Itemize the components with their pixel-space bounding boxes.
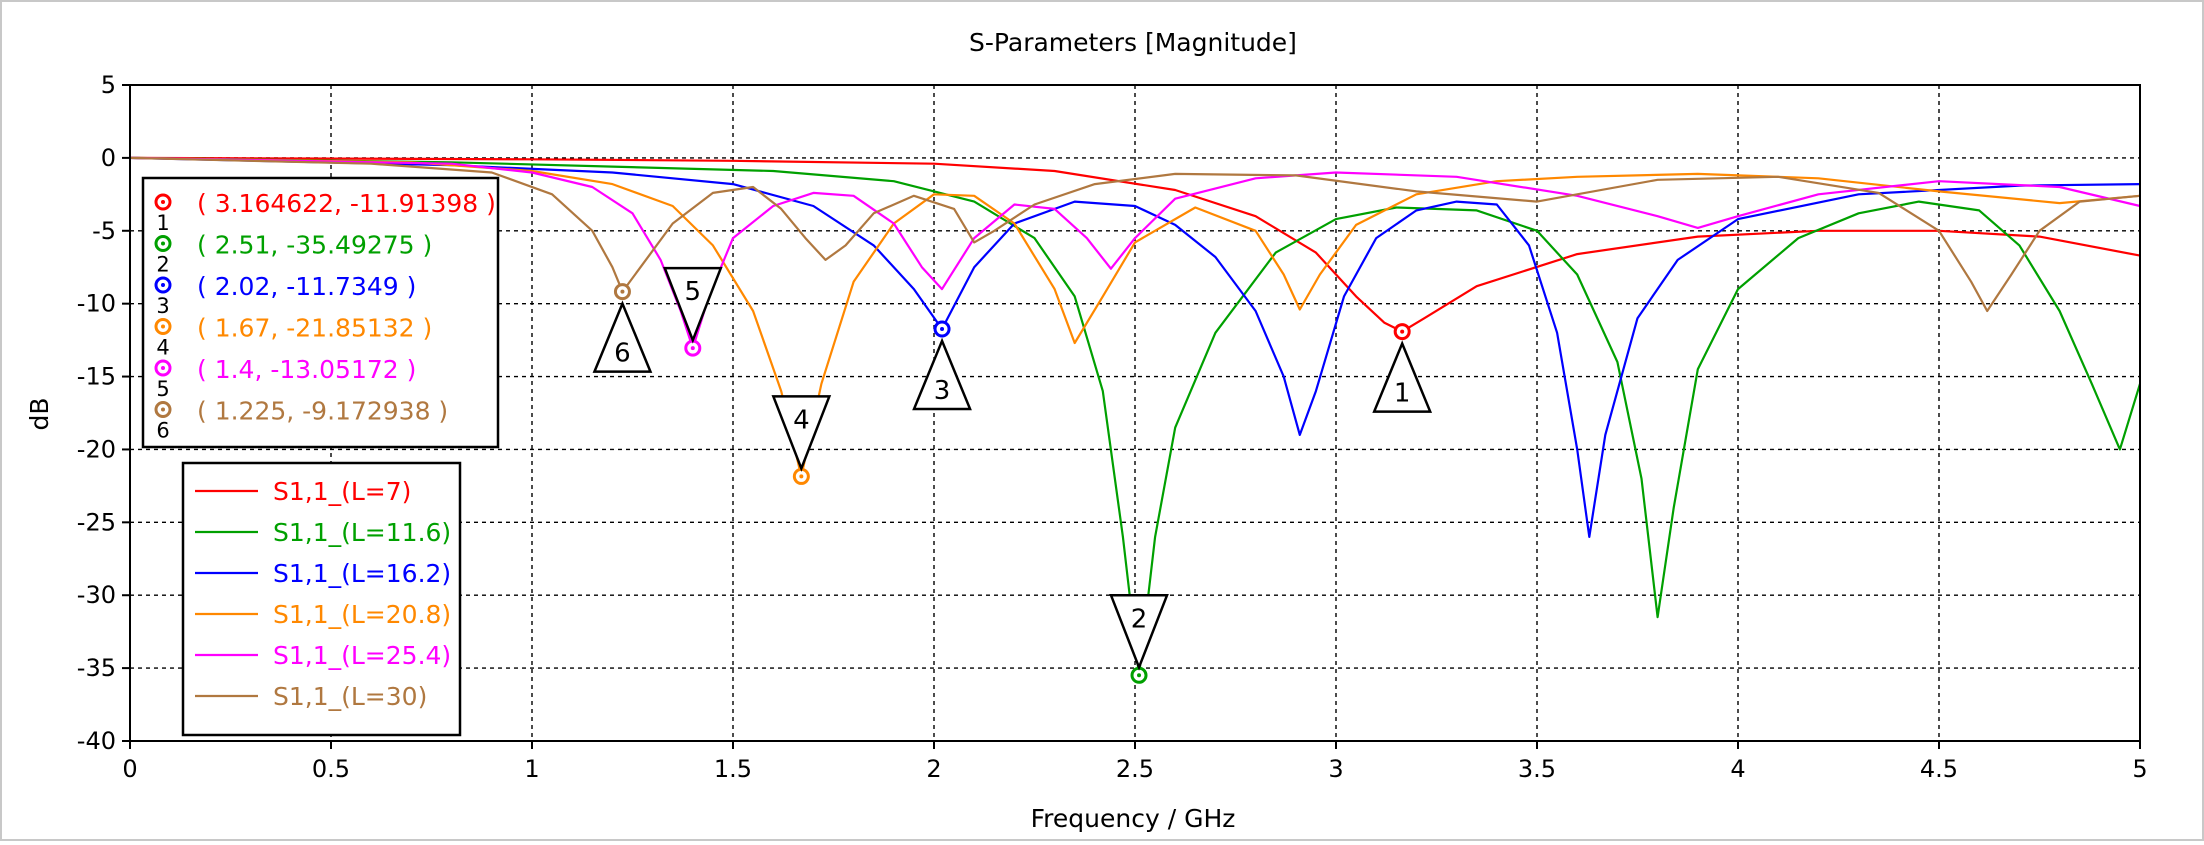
marker-point-dot-5 [690,346,695,351]
y-tick-label: -20 [77,435,116,463]
marker-point-dot-2 [1137,673,1142,678]
axes [122,84,2141,749]
y-tick-label: -25 [77,508,116,536]
marker-box-readout: ( 2.02, -11.7349 ) [197,272,416,301]
marker-box-symbol-dot [161,200,165,204]
x-tick-label: 5 [2132,755,2147,783]
legend-label: S1,1_(L=20.8) [273,600,451,629]
x-tick-label: 3.5 [1518,755,1556,783]
x-tick-label: 4 [1730,755,1745,783]
marker-box-symbol-dot [161,366,165,370]
series-line-4 [129,156,2141,478]
x-tick-label: 1 [524,755,539,783]
series-line-2 [129,156,2142,677]
marker-box-id: 6 [156,419,169,443]
y-tick-label: -35 [77,654,116,682]
marker-box-id: 3 [156,294,169,318]
grid [130,85,2140,741]
x-tick-label: 4.5 [1920,755,1958,783]
series-line-3 [129,156,2141,539]
marker-box-symbol-dot [161,407,165,412]
marker-flag-1 [1372,340,1433,413]
marker-point-dot-1 [1400,329,1405,334]
x-tick-label: 2.5 [1116,755,1154,783]
x-tick-label: 1.5 [714,755,752,783]
x-tick-label: 2 [926,755,941,783]
marker-box-frame [141,176,500,449]
marker-flag-5 [662,266,723,344]
marker-box-readout: ( 1.225, -9.172938 ) [197,397,448,426]
marker-flag-2 [1109,594,1169,671]
marker-box-id: 1 [156,211,169,235]
marker-box-id: 5 [156,377,169,401]
marker-box-readout: ( 3.164622, -11.91398 ) [197,189,496,218]
y-tick-label: -40 [77,727,116,755]
marker-flag-label: 3 [934,376,951,406]
y-axis-label: dB [25,397,54,430]
marker-point-dot-4 [799,474,804,479]
y-tick-label: -15 [77,363,116,391]
y-tick-label: -5 [92,217,116,245]
marker-flag-label: 2 [1131,604,1148,634]
marker-flag-3 [912,337,972,411]
marker-flag-4 [771,395,832,472]
marker-flag-label: 4 [793,405,810,435]
marker-box-readout: ( 2.51, -35.49275 ) [197,231,432,260]
marker-box-symbol-dot [161,324,165,329]
marker-box-symbol-dot [161,241,165,246]
x-tick-label: 0 [122,755,137,783]
y-tick-label: -10 [77,290,116,318]
marker-flag-label: 1 [1394,379,1411,409]
legend-label: S1,1_(L=30) [273,682,427,711]
legend-label: S1,1_(L=25.4) [273,641,451,670]
x-tick-label: 0.5 [312,755,350,783]
marker-flag-label: 6 [614,339,631,369]
marker-points [613,283,1411,684]
x-axis-label: Frequency / GHz [1031,804,1236,833]
x-tick-label: 3 [1328,755,1343,783]
marker-box-id: 2 [156,253,169,277]
marker-box-symbol-dot [161,283,165,287]
marker-readout-box: 1 ( 3.164622, -11.91398 ) 2 ( 2.51, -35.492… [141,176,500,449]
marker-point-dot-6 [620,289,625,294]
tick-labels: 0 0.5 1 1.5 2 2.5 3 3.5 4 4.5 5 5 0 -5 -10 -15 -20 -25 -30… [77,71,2148,783]
marker-flag-label: 5 [685,277,702,307]
y-tick-label: -30 [77,581,116,609]
chart-title: S-Parameters [Magnitude] [969,28,1297,57]
y-tick-label: 0 [101,144,116,172]
legend-label: S1,1_(L=16.2) [273,559,451,588]
marker-box-readout: ( 1.4, -13.05172 ) [197,355,416,384]
y-tick-label: 5 [101,71,116,99]
marker-flag-6 [592,300,653,373]
marker-point-dot-3 [940,326,945,331]
marker-box-id: 4 [156,336,169,360]
legend: S1,1_(L=7) S1,1_(L=11.6) S1,1_(L=16.2) S1,1… [181,461,462,737]
marker-flags: 1 2 3 4 5 6 [592,266,1433,671]
marker-box-readout: ( 1.67, -21.85132 ) [197,314,432,343]
legend-label: S1,1_(L=7) [273,477,411,506]
legend-frame [181,461,462,737]
legend-label: S1,1_(L=11.6) [273,518,451,547]
